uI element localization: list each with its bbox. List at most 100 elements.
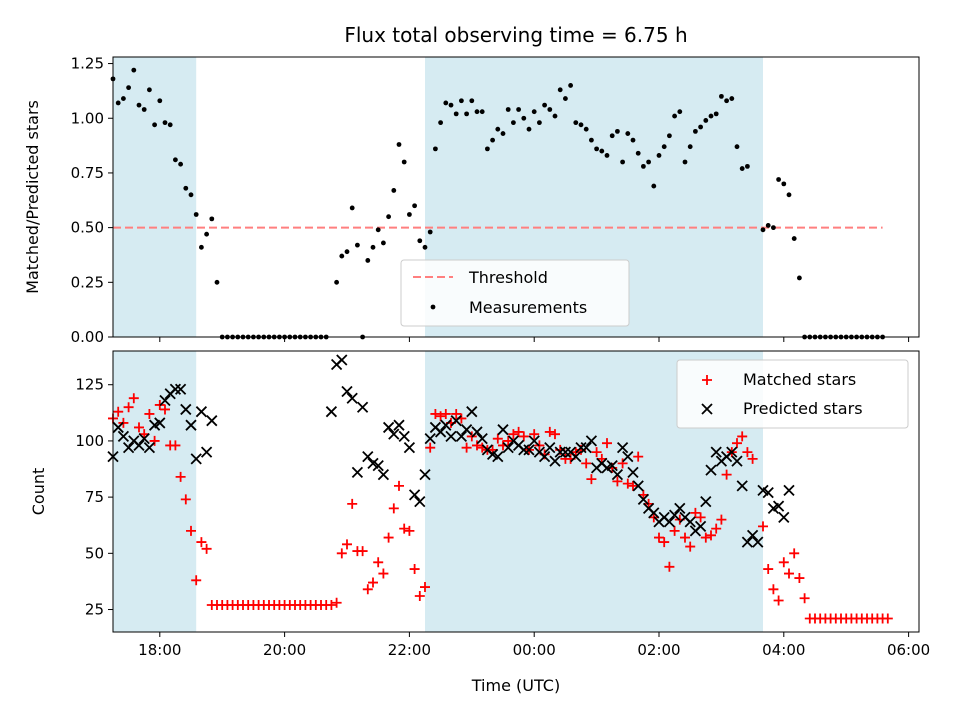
measurement-point bbox=[443, 100, 449, 106]
matched-point bbox=[409, 564, 420, 575]
predicted-point bbox=[726, 446, 738, 458]
measurement-point bbox=[708, 113, 714, 119]
measurement-point bbox=[760, 227, 766, 233]
measurement-point bbox=[531, 109, 537, 115]
count-xtick-label: 20:00 bbox=[263, 641, 306, 659]
measurement-point bbox=[183, 185, 189, 191]
predicted-point bbox=[731, 455, 743, 467]
matched-point bbox=[149, 435, 160, 446]
predicted-point bbox=[575, 442, 587, 454]
matched-point bbox=[799, 593, 810, 604]
predicted-point bbox=[336, 354, 348, 366]
matched-point bbox=[123, 402, 134, 413]
measurement-point bbox=[661, 144, 667, 150]
measurement-point bbox=[464, 111, 469, 117]
count-ytick-label: 75 bbox=[85, 488, 104, 506]
predicted-point bbox=[174, 383, 187, 395]
matched-point bbox=[160, 404, 170, 415]
matched-point bbox=[711, 523, 722, 534]
measurement-point bbox=[448, 102, 454, 108]
measurement-point bbox=[131, 67, 137, 73]
predicted-point bbox=[762, 486, 774, 499]
predicted-point bbox=[434, 426, 447, 438]
matched-point bbox=[430, 408, 441, 419]
count-ytick-label: 100 bbox=[75, 432, 104, 450]
matched-point bbox=[706, 530, 716, 541]
measurement-point bbox=[599, 148, 605, 154]
matched-point bbox=[414, 591, 425, 602]
matched-point bbox=[747, 453, 758, 464]
shaded-span-1 bbox=[113, 57, 197, 337]
predicted-point bbox=[497, 424, 509, 436]
predicted-point bbox=[518, 444, 530, 456]
count-xtick-label: 06:00 bbox=[887, 641, 930, 659]
measurement-point bbox=[620, 159, 625, 165]
matched-point bbox=[336, 548, 347, 559]
measurement-point bbox=[745, 163, 750, 169]
ratio-legend: Threshold Measurements bbox=[400, 259, 630, 327]
measurement-point bbox=[214, 279, 220, 285]
matched-point bbox=[617, 458, 628, 469]
matched-point bbox=[700, 532, 711, 543]
matched-point bbox=[394, 480, 404, 491]
count-y-axis-label: Count bbox=[29, 468, 48, 516]
measurement-point bbox=[698, 124, 703, 130]
matched-point bbox=[503, 435, 514, 446]
measurement-point bbox=[422, 244, 428, 250]
predicted-point bbox=[492, 451, 504, 463]
matched-point bbox=[440, 408, 451, 419]
measurement-point bbox=[739, 166, 745, 171]
measurement-point bbox=[495, 126, 501, 132]
predicted-point bbox=[169, 383, 182, 395]
count-xtick-label: 04:00 bbox=[762, 641, 805, 659]
matched-point bbox=[373, 557, 384, 568]
measurement-point bbox=[375, 227, 381, 233]
count-legend: Matched stars Predicted stars bbox=[676, 359, 909, 429]
matched-point bbox=[763, 564, 774, 575]
matched-point bbox=[451, 408, 462, 419]
predicted-point bbox=[538, 451, 551, 463]
predicted-point bbox=[466, 406, 478, 418]
measurement-point bbox=[516, 107, 521, 112]
measurement-point bbox=[401, 159, 407, 165]
predicted-point bbox=[736, 480, 748, 492]
matched-point bbox=[144, 408, 155, 419]
predicted-point bbox=[710, 446, 722, 458]
measurement-point bbox=[526, 126, 532, 132]
matched-point bbox=[472, 440, 482, 451]
predicted-point bbox=[445, 430, 457, 443]
predicted-point bbox=[346, 392, 358, 404]
matched-point bbox=[420, 582, 430, 593]
measurement-point bbox=[729, 96, 735, 101]
measurement-point bbox=[552, 113, 558, 119]
measurement-point bbox=[173, 157, 178, 163]
matched-point bbox=[513, 426, 524, 437]
legend-predicted-label: Predicted stars bbox=[743, 399, 863, 418]
predicted-point bbox=[528, 435, 540, 447]
measurement-point bbox=[589, 137, 594, 143]
predicted-point bbox=[471, 426, 483, 438]
matched-point bbox=[581, 458, 592, 469]
matched-point bbox=[170, 440, 181, 451]
measurement-point bbox=[417, 238, 423, 244]
measurement-point bbox=[713, 111, 719, 117]
measurement-point bbox=[157, 98, 163, 104]
matched-point bbox=[404, 525, 415, 536]
matched-point bbox=[794, 573, 805, 584]
measurement-point bbox=[771, 225, 776, 231]
matched-point bbox=[128, 393, 139, 404]
measurement-point bbox=[765, 223, 771, 228]
matched-point bbox=[544, 426, 555, 437]
measurement-point bbox=[630, 137, 636, 143]
matched-point bbox=[368, 577, 378, 588]
matched-point bbox=[612, 476, 623, 487]
predicted-point bbox=[674, 502, 686, 514]
predicted-point bbox=[554, 446, 566, 458]
predicted-point bbox=[663, 516, 676, 528]
predicted-point bbox=[408, 489, 421, 501]
predicted-point bbox=[450, 415, 462, 427]
predicted-point bbox=[393, 419, 405, 431]
measurement-point bbox=[651, 183, 657, 189]
matched-point bbox=[378, 568, 389, 579]
matched-point bbox=[342, 539, 352, 550]
